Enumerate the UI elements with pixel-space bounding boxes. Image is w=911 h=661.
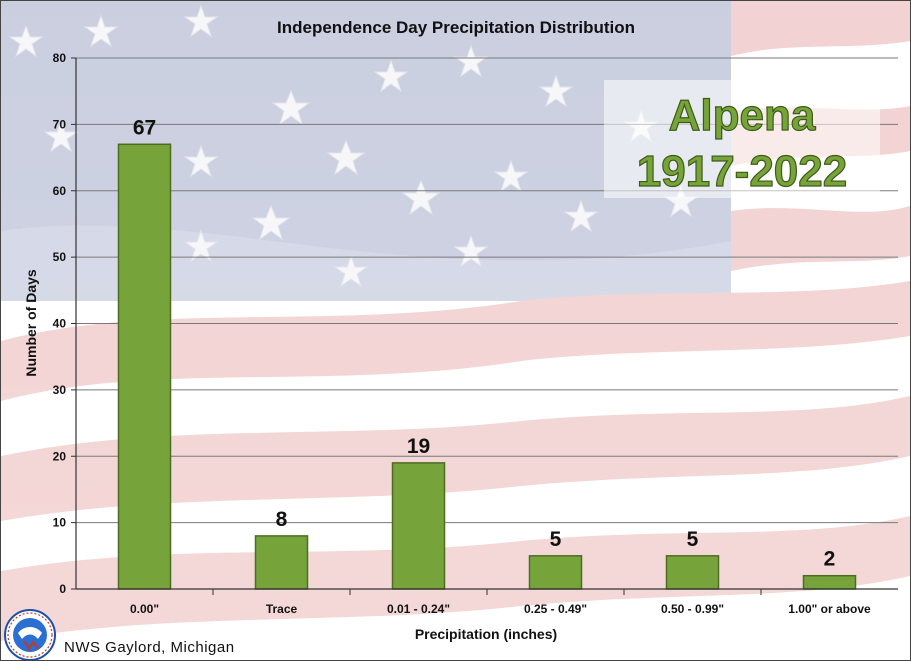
location-badge: Alpena 1917-2022 xyxy=(604,80,880,198)
data-labels: 67 8 19 5 5 2 xyxy=(133,116,836,570)
data-label: 5 xyxy=(550,528,562,551)
data-label: 19 xyxy=(407,435,430,458)
data-label: 2 xyxy=(824,548,836,571)
y-tick-label: 20 xyxy=(53,449,67,463)
chart-title: Independence Day Precipitation Distribut… xyxy=(277,18,635,37)
bar xyxy=(117,143,172,590)
data-label: 67 xyxy=(133,116,156,139)
x-tick-label: Trace xyxy=(266,602,298,616)
axes xyxy=(75,58,898,590)
y-tick-label: 0 xyxy=(59,582,66,596)
badge-line-2: 1917-2022 xyxy=(637,147,847,196)
data-label: 5 xyxy=(687,528,699,551)
y-tick-label: 50 xyxy=(53,250,67,264)
nws-logo-icon xyxy=(4,609,56,660)
y-tick-label: 10 xyxy=(53,516,67,530)
x-tick-label: 0.50 - 0.99" xyxy=(661,602,724,616)
y-tick-label: 40 xyxy=(53,317,67,331)
x-tick-label: 0.25 - 0.49" xyxy=(524,602,587,616)
bar xyxy=(254,535,309,590)
bars xyxy=(117,143,857,590)
y-axis-ticks: 0 10 20 30 40 50 60 70 80 xyxy=(53,51,76,596)
x-axis-ticks: 0.00" Trace 0.01 - 0.24" 0.25 - 0.49" 0.50 -… xyxy=(130,589,871,616)
bar xyxy=(391,462,446,590)
data-label: 8 xyxy=(276,508,288,531)
y-tick-label: 30 xyxy=(53,383,67,397)
bar xyxy=(802,574,857,590)
x-axis-title: Precipitation (inches) xyxy=(415,626,557,642)
bar xyxy=(528,555,583,590)
credit-text: NWS Gaylord, Michigan xyxy=(64,639,235,656)
x-tick-label: 1.00" or above xyxy=(788,602,871,616)
badge-line-1: Alpena xyxy=(669,91,816,140)
y-tick-label: 70 xyxy=(53,117,67,131)
x-tick-label: 0.01 - 0.24" xyxy=(387,602,450,616)
y-axis-title: Number of Days xyxy=(23,269,39,377)
x-tick-label: 0.00" xyxy=(130,602,159,616)
y-tick-label: 60 xyxy=(53,184,67,198)
bar xyxy=(665,555,720,590)
y-tick-label: 80 xyxy=(53,51,67,65)
